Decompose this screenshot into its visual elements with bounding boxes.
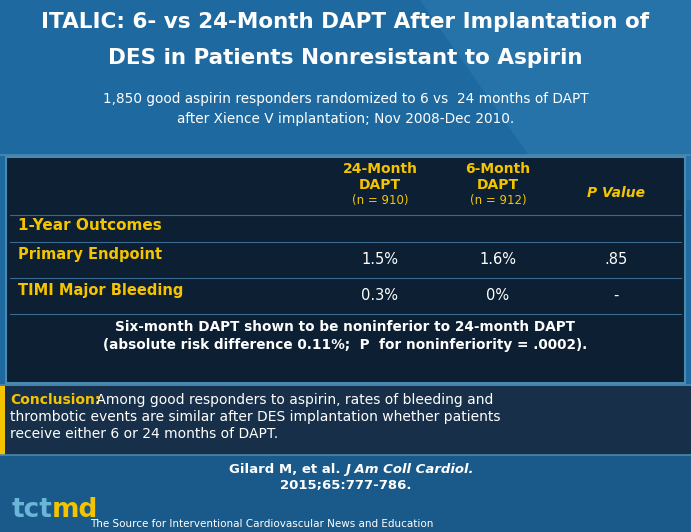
Text: Among good responders to aspirin, rates of bleeding and: Among good responders to aspirin, rates … [92, 393, 493, 407]
Text: 6-Month: 6-Month [466, 162, 531, 176]
Text: (n = 910): (n = 910) [352, 194, 408, 207]
Bar [0, 386, 691, 455]
Text: TIMI Major Bleeding: TIMI Major Bleeding [18, 283, 183, 298]
Text: J Am Coll Cardiol.: J Am Coll Cardiol. [346, 463, 474, 476]
Text: -: - [614, 288, 618, 303]
Text: Six-month DAPT shown to be noninferior to 24-month DAPT: Six-month DAPT shown to be noninferior t… [115, 320, 576, 334]
Text: ITALIC: 6- vs 24-Month DAPT After Implantation of: ITALIC: 6- vs 24-Month DAPT After Implan… [41, 12, 650, 32]
Text: after Xience V implantation; Nov 2008-Dec 2010.: after Xience V implantation; Nov 2008-De… [177, 112, 514, 126]
Text: DAPT: DAPT [477, 178, 519, 192]
Text: .85: .85 [605, 252, 627, 267]
Text: tct: tct [12, 497, 53, 523]
Text: Primary Endpoint: Primary Endpoint [18, 247, 162, 262]
Text: 1.5%: 1.5% [361, 252, 399, 267]
Text: 0.3%: 0.3% [361, 288, 399, 303]
Text: Gilard M, et al.: Gilard M, et al. [229, 463, 346, 476]
Text: 0%: 0% [486, 288, 509, 303]
Text: The Source for Interventional Cardiovascular News and Education: The Source for Interventional Cardiovasc… [90, 519, 433, 529]
Text: 1,850 good aspirin responders randomized to 6 vs  24 months of DAPT: 1,850 good aspirin responders randomized… [103, 92, 588, 106]
Bar [0, 386, 5, 455]
Text: DES in Patients Nonresistant to Aspirin: DES in Patients Nonresistant to Aspirin [108, 48, 583, 68]
Text: 1.6%: 1.6% [480, 252, 516, 267]
Text: P Value: P Value [587, 186, 645, 200]
Polygon shape [420, 0, 691, 200]
Bar [0, 455, 691, 532]
Text: 1-Year Outcomes: 1-Year Outcomes [18, 218, 162, 233]
Text: Conclusion:: Conclusion: [10, 393, 100, 407]
Text: (absolute risk difference 0.11%;  P  for noninferiority = .0002).: (absolute risk difference 0.11%; P for n… [104, 338, 587, 352]
Text: thrombotic events are similar after DES implantation whether patients: thrombotic events are similar after DES … [10, 410, 500, 424]
Text: 24-Month: 24-Month [343, 162, 417, 176]
Text: md: md [52, 497, 98, 523]
Text: (n = 912): (n = 912) [470, 194, 527, 207]
Text: DAPT: DAPT [359, 178, 401, 192]
Bar [6, 157, 685, 383]
Text: 2015;65:777-786.: 2015;65:777-786. [280, 479, 411, 492]
Text: receive either 6 or 24 months of DAPT.: receive either 6 or 24 months of DAPT. [10, 427, 278, 441]
